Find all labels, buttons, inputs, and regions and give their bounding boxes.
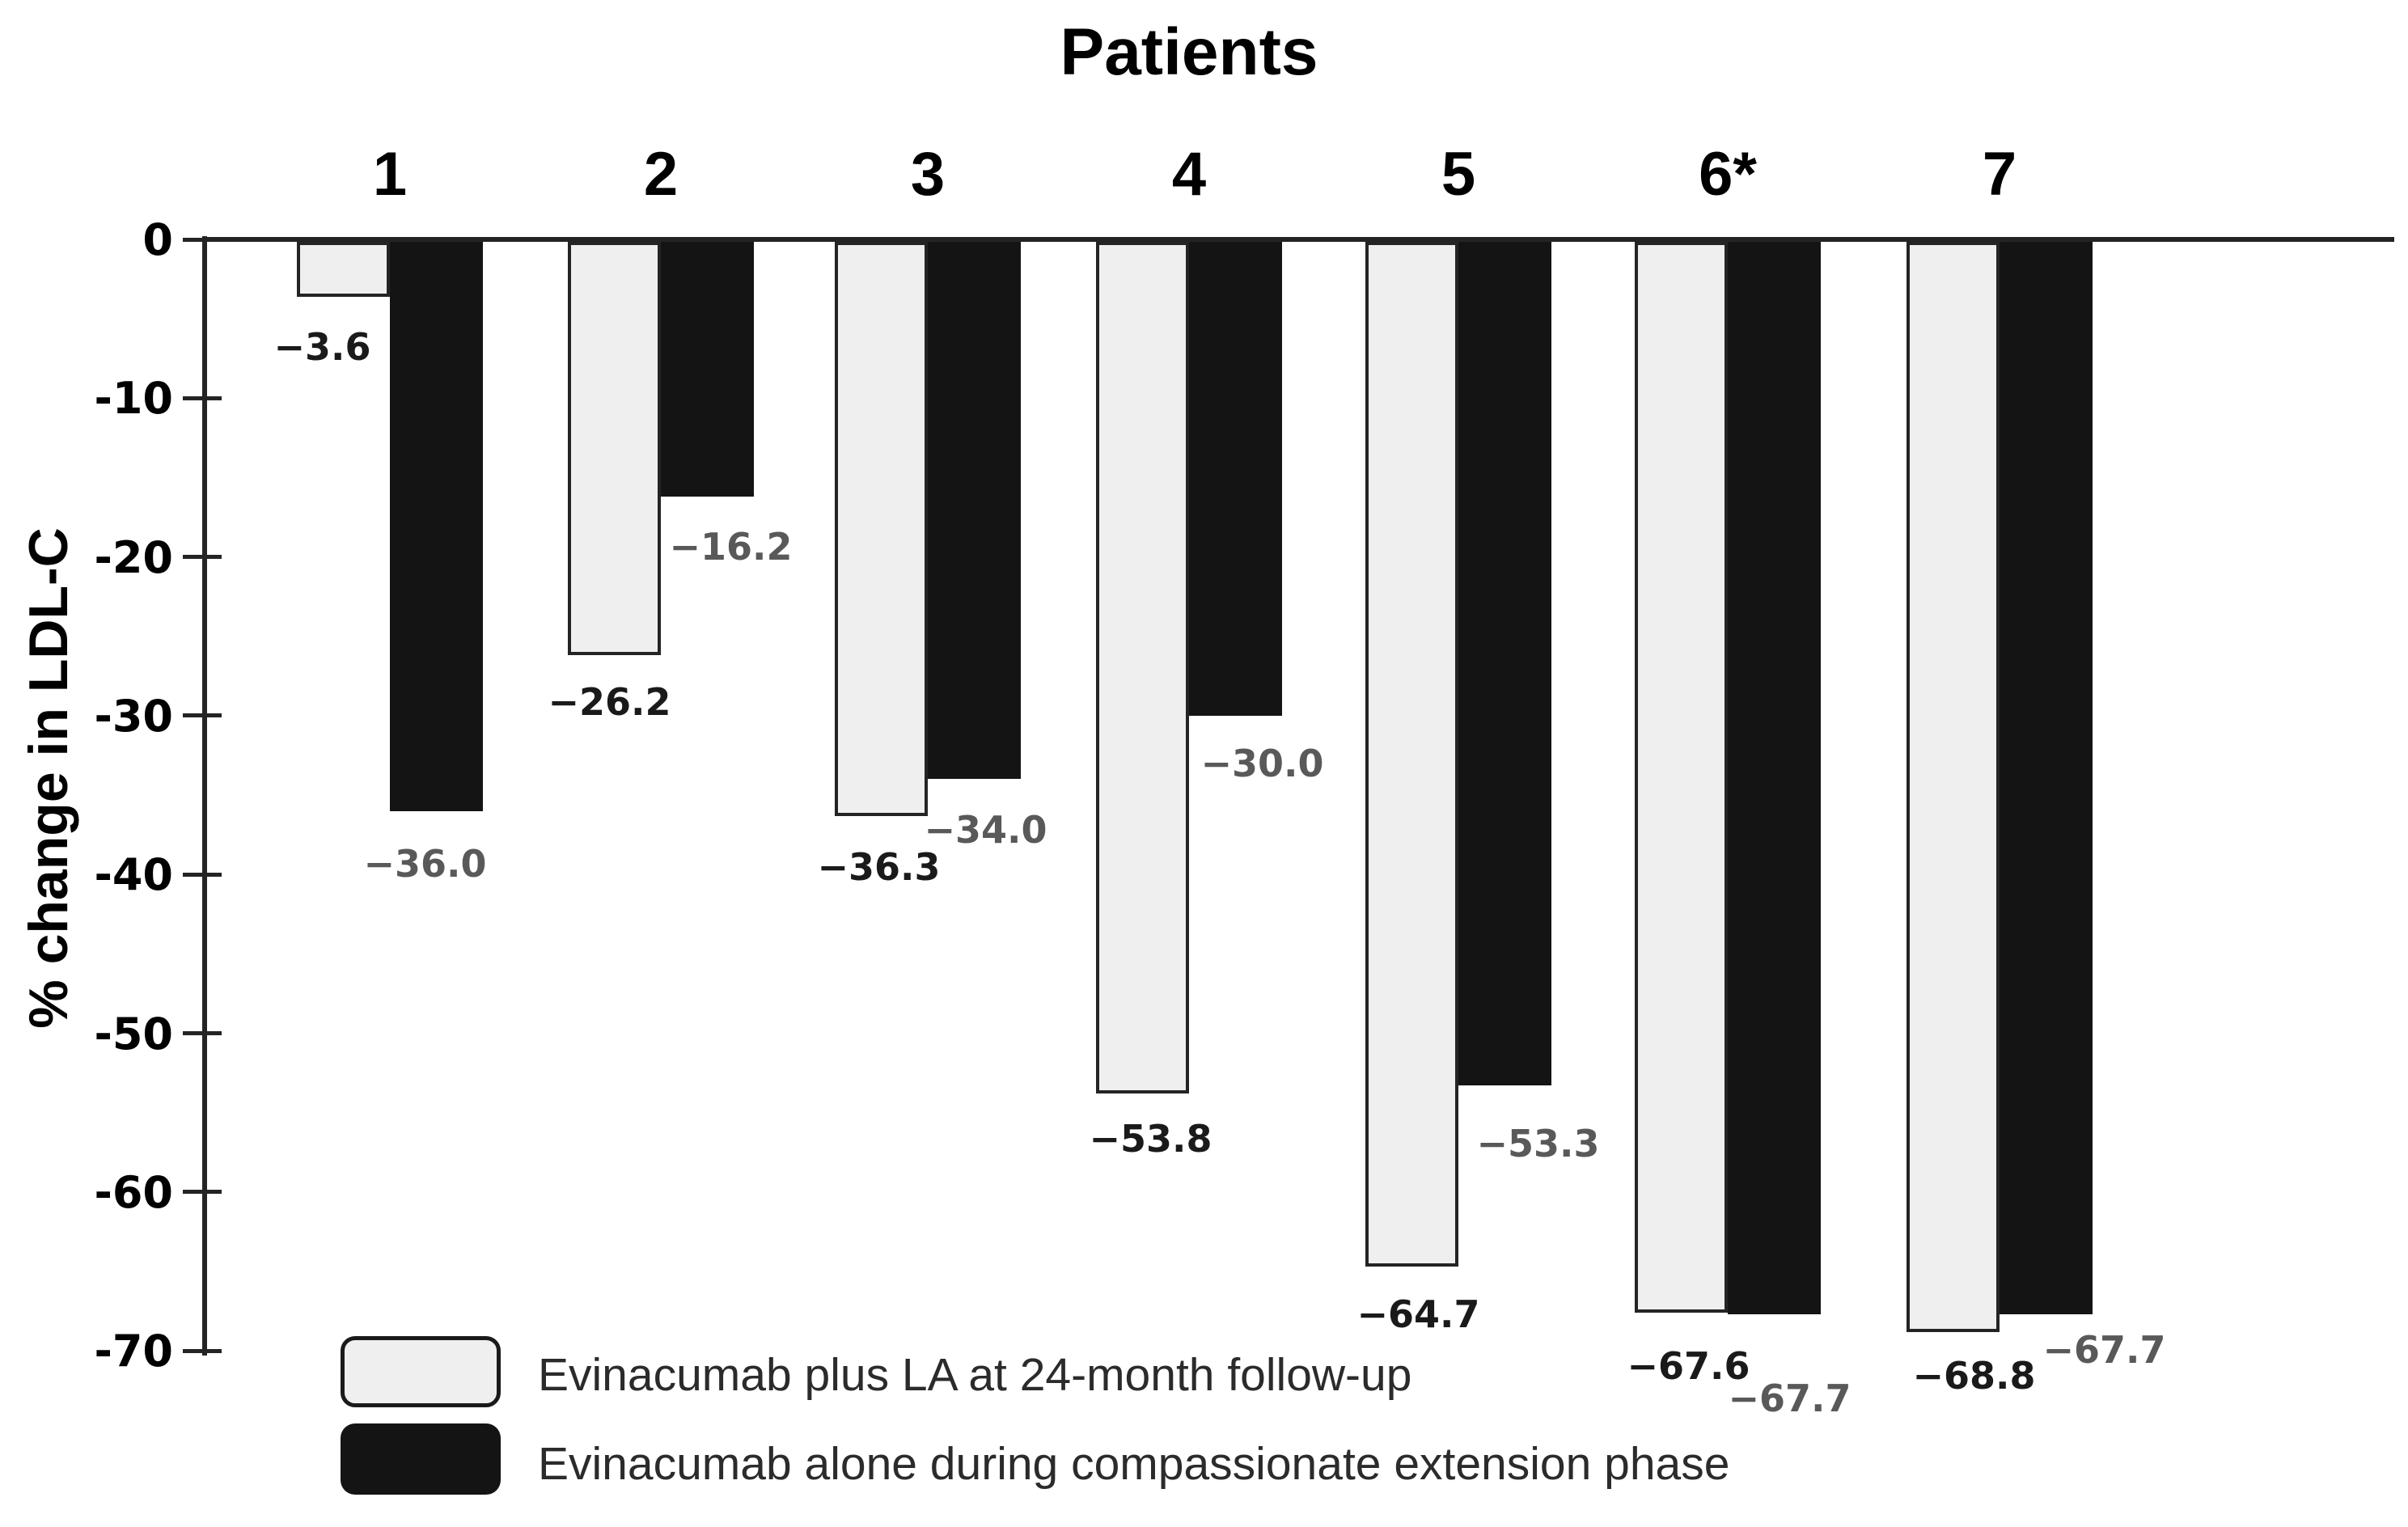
bar-value-label: −3.6 <box>273 324 371 369</box>
tick-label: -60 <box>94 1166 173 1218</box>
patient-number: 7 <box>1982 140 2017 209</box>
tick-mark <box>183 395 222 400</box>
bar-series0-patient-2 <box>568 242 661 656</box>
bar-value-label: −67.6 <box>1627 1343 1750 1388</box>
tick-label: -40 <box>94 849 173 901</box>
bar-value-label: −67.7 <box>2042 1327 2166 1372</box>
tick-mark <box>183 1031 222 1035</box>
bar-value-label: −53.3 <box>1476 1122 1600 1166</box>
tick-mark <box>183 1190 222 1195</box>
bar-value-label: −26.2 <box>548 680 671 725</box>
bar-value-label: −53.8 <box>1089 1117 1212 1161</box>
patient-number: 2 <box>643 140 679 209</box>
tick-label: -70 <box>94 1326 173 1377</box>
bar-series1-patient-1 <box>390 242 483 811</box>
patient-number: 4 <box>1171 140 1207 209</box>
tick-mark <box>183 1348 222 1353</box>
patient-number: 5 <box>1441 140 1476 209</box>
y-axis-line <box>202 236 207 1356</box>
bar-series0-patient-7 <box>1907 242 2000 1332</box>
tick-mark <box>183 713 222 718</box>
tick-label: -50 <box>94 1008 173 1060</box>
bar-series0-patient-3 <box>835 242 928 816</box>
legend-swatch-black <box>341 1423 501 1495</box>
bar-series1-patient-3 <box>928 242 1021 780</box>
bar-value-label: −36.0 <box>363 841 487 886</box>
bar-value-label: −36.3 <box>817 844 941 889</box>
bar-series1-patient-5 <box>1458 242 1551 1086</box>
patient-number: 6* <box>1699 140 1757 209</box>
zero-baseline <box>202 237 2394 242</box>
bar-value-label: −34.0 <box>924 808 1047 852</box>
bar-value-label: −68.8 <box>1912 1353 2036 1398</box>
bar-series0-patient-4 <box>1096 242 1189 1094</box>
bar-value-label: −64.7 <box>1356 1292 1480 1337</box>
bar-series0-patient-6* <box>1635 242 1728 1313</box>
y-axis-label: % change in LDL-C <box>18 527 79 1029</box>
patient-number: 3 <box>910 140 946 209</box>
tick-label: -10 <box>94 373 173 425</box>
tick-mark <box>183 872 222 877</box>
bar-series1-patient-2 <box>661 242 754 497</box>
legend-label-gray: Evinacumab plus LA at 24-month follow-up <box>538 1349 1412 1401</box>
tick-mark <box>183 555 222 560</box>
bar-value-label: −30.0 <box>1200 741 1324 785</box>
patient-number: 1 <box>372 140 408 209</box>
bar-series1-patient-7 <box>2000 242 2093 1314</box>
bar-value-label: −16.2 <box>669 525 793 569</box>
tick-label: -30 <box>94 690 173 742</box>
tick-label: -20 <box>94 531 173 583</box>
tick-label: 0 <box>142 214 173 265</box>
bar-series1-patient-6* <box>1728 242 1821 1314</box>
bar-series0-patient-1 <box>297 242 390 297</box>
legend-swatch-gray <box>341 1336 501 1407</box>
tick-mark <box>183 237 222 242</box>
bar-value-label: −67.7 <box>1728 1376 1851 1420</box>
chart-title: Patients <box>1060 15 1318 89</box>
bar-series1-patient-4 <box>1189 242 1282 716</box>
bar-series0-patient-5 <box>1365 242 1458 1267</box>
legend-label-black: Evinacumab alone during compassionate ex… <box>538 1438 1730 1490</box>
